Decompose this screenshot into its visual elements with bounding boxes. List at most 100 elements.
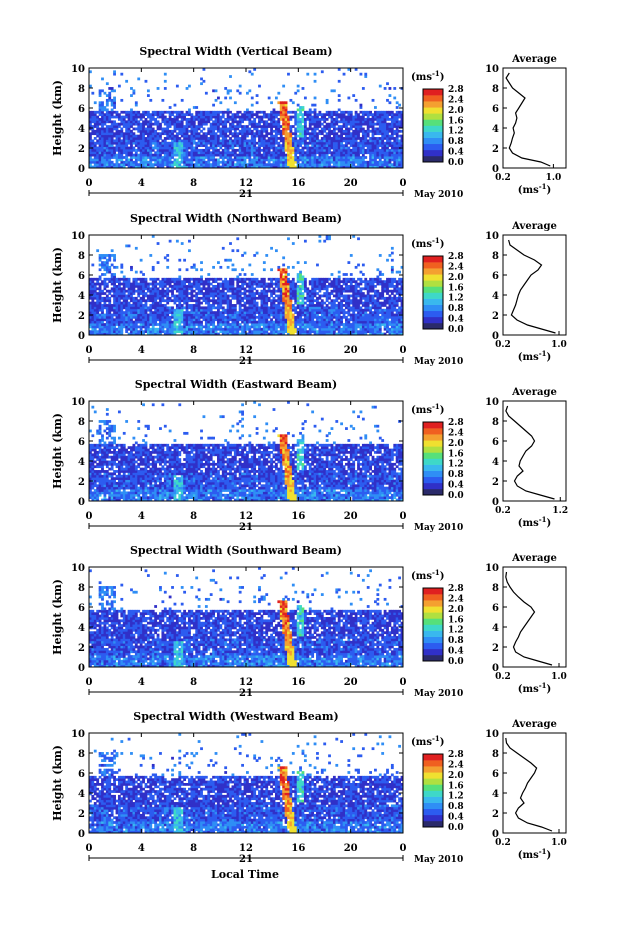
- heatmap-cell: [215, 280, 218, 283]
- heatmap-cell: [101, 290, 104, 293]
- heatmap-cell: [263, 158, 266, 161]
- heatmap-cell: [280, 295, 283, 298]
- heatmap-cell: [384, 135, 387, 138]
- heatmap-cell: [145, 283, 148, 286]
- heatmap-cell: [280, 302, 283, 305]
- heatmap-cell: [159, 290, 162, 293]
- heatmap-cell: [270, 158, 273, 161]
- heatmap-cell: [200, 328, 203, 331]
- heatmap-cell: [178, 161, 181, 164]
- heatmap-cell: [292, 137, 295, 140]
- heatmap-cell: [297, 290, 300, 293]
- heatmap-cell: [203, 111, 206, 114]
- heatmap-cell: [236, 330, 239, 333]
- heatmap-cell: [277, 156, 280, 159]
- heatmap-cell: [140, 328, 143, 331]
- heatmap-cell: [118, 287, 121, 290]
- heatmap-cell: [379, 163, 382, 166]
- heatmap-cell: [147, 325, 150, 328]
- heatmap-cell: [190, 306, 193, 309]
- heatmap-cell: [335, 120, 338, 123]
- heatmap-cell: [186, 314, 189, 317]
- heatmap-cell: [140, 271, 143, 274]
- heatmap-cell: [357, 118, 360, 121]
- heatmap-cell: [188, 278, 191, 281]
- heatmap-cell: [188, 249, 191, 252]
- heatmap-cell: [94, 318, 97, 321]
- heatmap-cell: [374, 142, 377, 145]
- heatmap-cell: [101, 161, 104, 164]
- heatmap-cell: [263, 306, 266, 309]
- heatmap-cell: [183, 318, 186, 321]
- heatmap-cell: [164, 137, 167, 140]
- heatmap-cell: [106, 316, 109, 319]
- heatmap-cell: [174, 111, 177, 114]
- heatmap-cell: [128, 245, 131, 248]
- heatmap-cell: [125, 130, 128, 133]
- heatmap-cell: [222, 156, 225, 159]
- heatmap-cell: [275, 156, 278, 159]
- heatmap-cell: [108, 311, 111, 314]
- heatmap-cell: [253, 283, 256, 286]
- heatmap-cell: [188, 137, 191, 140]
- heatmap-cell: [227, 156, 230, 159]
- heatmap-cell: [263, 151, 266, 154]
- heatmap-cell: [190, 318, 193, 321]
- heatmap-cell: [125, 163, 128, 166]
- heatmap-cell: [152, 311, 155, 314]
- heatmap-cell: [215, 302, 218, 305]
- heatmap-cell: [232, 135, 235, 138]
- heatmap-cell: [222, 137, 225, 140]
- heatmap-cell: [188, 154, 191, 157]
- heatmap-cell: [280, 278, 283, 281]
- heatmap-cell: [111, 154, 114, 157]
- heatmap-cell: [340, 135, 343, 138]
- heatmap-cell: [212, 142, 215, 145]
- heatmap-cell: [331, 144, 334, 147]
- heatmap-cell: [244, 151, 247, 154]
- heatmap-cell: [145, 318, 148, 321]
- heatmap-cell: [251, 295, 254, 298]
- heatmap-cell: [265, 306, 268, 309]
- heatmap-cell: [125, 290, 128, 293]
- heatmap-cell: [256, 285, 259, 288]
- heatmap-cell: [178, 139, 181, 142]
- heatmap-cell: [234, 113, 237, 116]
- heatmap-cell: [161, 163, 164, 166]
- heatmap-cell: [362, 154, 365, 157]
- heatmap-cell: [215, 154, 218, 157]
- heatmap-cell: [96, 118, 99, 121]
- heatmap-cell: [316, 125, 319, 128]
- heatmap-cell: [103, 108, 106, 111]
- heatmap-cell: [287, 302, 290, 305]
- heatmap-cell: [207, 137, 210, 140]
- heatmap-cell: [123, 147, 126, 150]
- heatmap-cell: [113, 283, 116, 286]
- heatmap-cell: [198, 285, 201, 288]
- heatmap-cell: [135, 271, 138, 274]
- heatmap-cell: [282, 295, 285, 298]
- heatmap-cell: [277, 323, 280, 326]
- heatmap-cell: [130, 163, 133, 166]
- heatmap-cell: [171, 311, 174, 314]
- heatmap-cell: [217, 130, 220, 133]
- heatmap-cell: [297, 161, 300, 164]
- heatmap-cell: [96, 292, 99, 295]
- heatmap-cell: [350, 161, 353, 164]
- heatmap-cell: [103, 123, 106, 126]
- heatmap-cell: [224, 259, 227, 262]
- heatmap-cell: [149, 151, 152, 154]
- heatmap-cell: [166, 123, 169, 126]
- heatmap-cell: [285, 287, 288, 290]
- heatmap-cell: [186, 311, 189, 314]
- heatmap-cell: [253, 311, 256, 314]
- heatmap-cell: [116, 295, 119, 298]
- heatmap-cell: [142, 158, 145, 161]
- heatmap-cell: [273, 292, 276, 295]
- heatmap-cell: [111, 142, 114, 145]
- heatmap-cell: [340, 125, 343, 128]
- heatmap-cell: [101, 154, 104, 157]
- heatmap-cell: [343, 149, 346, 152]
- heatmap-cell: [140, 158, 143, 161]
- heatmap-cell: [314, 125, 317, 128]
